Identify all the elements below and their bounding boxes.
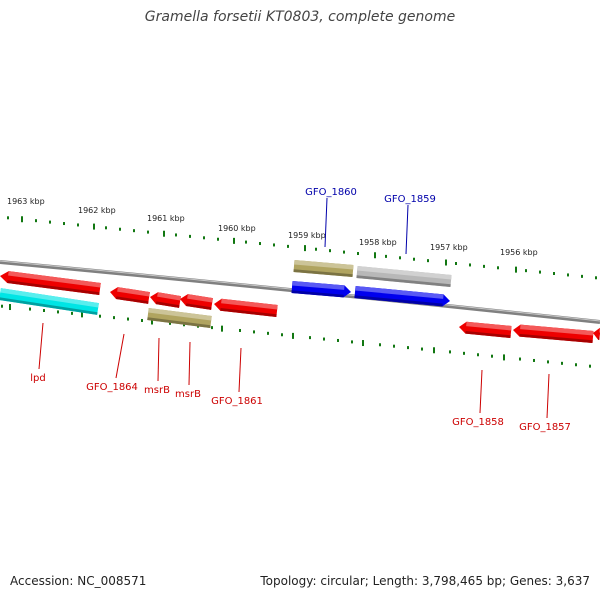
gene-label: GFO_1861 xyxy=(211,396,263,407)
leader-line xyxy=(479,369,483,414)
leader-line xyxy=(238,347,242,393)
leader-line xyxy=(324,197,328,248)
leader-line xyxy=(405,204,409,255)
tick-label: 1960 kbp xyxy=(218,224,256,233)
tick-label: 1959 kbp xyxy=(288,231,326,240)
leader-line xyxy=(115,333,125,379)
leader-line xyxy=(38,322,44,370)
gene-arrow xyxy=(354,286,450,307)
tick-label: 1963 kbp xyxy=(7,197,45,206)
leader-line xyxy=(546,373,550,419)
gene-arrow xyxy=(356,266,452,287)
tick-label: 1958 kbp xyxy=(359,238,397,247)
gene-arrow xyxy=(593,327,600,340)
gene-arrow xyxy=(214,298,278,317)
gene-arrow xyxy=(0,271,101,295)
leader-line xyxy=(157,337,160,382)
tick-label: 1961 kbp xyxy=(147,214,185,223)
gene-label: GFO_1864 xyxy=(86,382,138,393)
gene-label: msrB xyxy=(175,389,201,400)
gene-arrow xyxy=(293,260,354,277)
genome-summary-text: Topology: circular; Length: 3,798,465 bp… xyxy=(260,574,590,588)
gene-arrow xyxy=(0,288,99,315)
tick-label: 1956 kbp xyxy=(500,248,538,257)
accession-text: Accession: NC_008571 xyxy=(10,574,147,588)
gene-arrow xyxy=(180,294,213,310)
gene-arrow xyxy=(459,321,512,338)
gene-label: GFO_1858 xyxy=(452,417,504,428)
map-title: Gramella forsetii KT0803, complete genom… xyxy=(144,9,456,25)
gene-label: msrB xyxy=(144,385,170,396)
gene-arrow xyxy=(147,308,212,328)
gene-arrow xyxy=(150,292,181,308)
tick-layer: 1963 kbp 1962 kbp 1961 kbp 1960 kbp 1959 kbp… xyxy=(1,197,597,368)
leader-line xyxy=(188,341,191,386)
gene-label: GFO_1857 xyxy=(519,422,571,433)
gene-label: lpd xyxy=(30,373,45,384)
gene-arrow xyxy=(513,324,594,343)
gene-arrow xyxy=(291,281,351,298)
gene-label: GFO_1859 xyxy=(384,194,436,205)
tick-label: 1962 kbp xyxy=(78,206,116,215)
tick-label: 1957 kbp xyxy=(430,243,468,252)
gene-arrow xyxy=(110,287,150,304)
gene-label: GFO_1860 xyxy=(305,187,357,198)
gene-layer xyxy=(0,260,600,343)
